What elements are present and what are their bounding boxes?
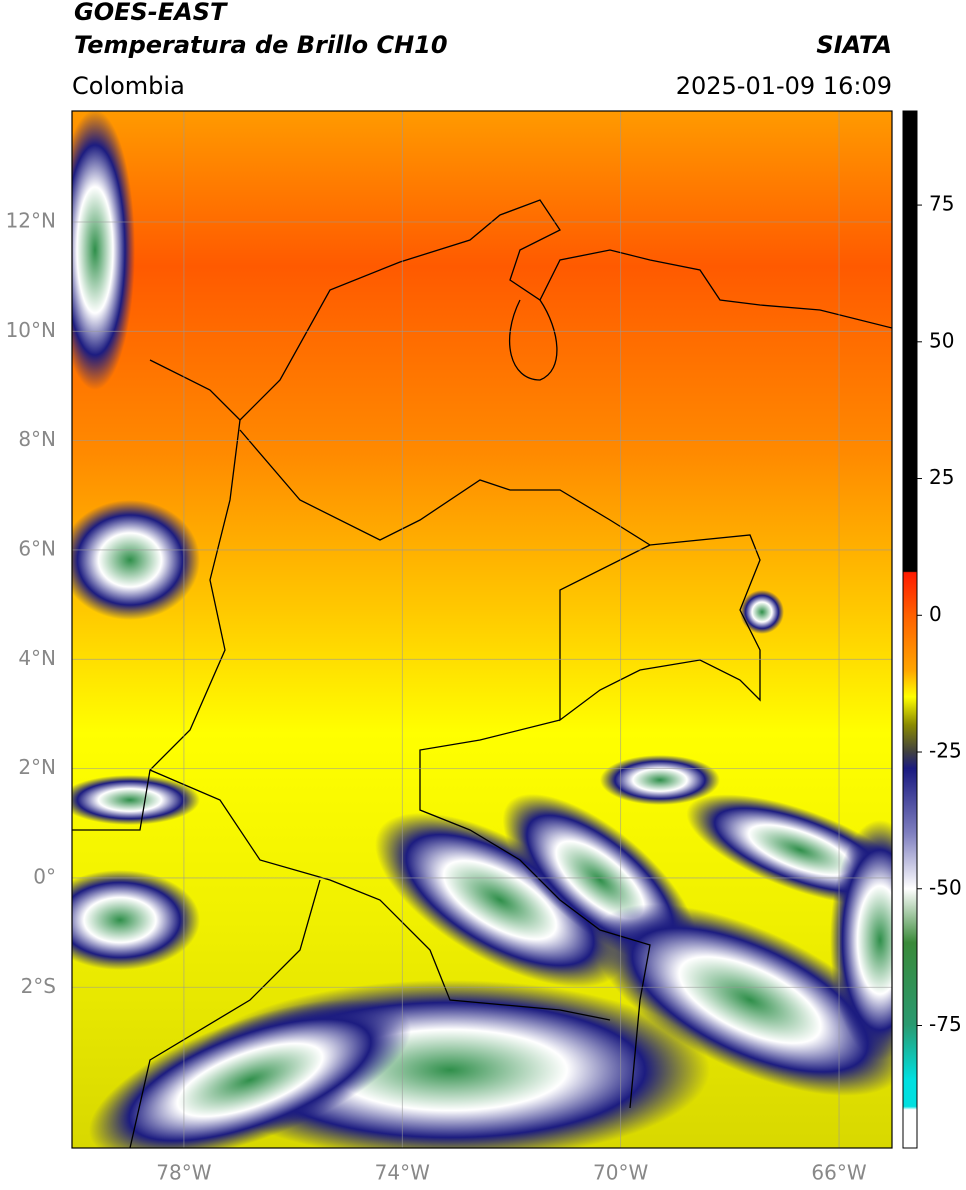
lat-tick-label: 2°N [18,755,56,779]
lat-tick-label: 10°N [6,318,56,342]
region: Colombia [72,72,185,100]
lat-tick-label: 6°N [18,536,56,560]
lat-tick-label: 8°N [18,427,56,451]
colorbar-tick-label: -50 [929,875,962,899]
subtitle: Temperatura de Brillo CH10 [74,31,448,59]
datetime: 2025-01-09 16:09 [676,72,892,100]
colorbar [902,110,918,1149]
colorbar-tick-label: -75 [929,1012,962,1036]
lat-tick-label: 4°N [18,646,56,670]
imagery [72,111,892,1148]
colorbar-tick-label: 50 [929,328,954,352]
lat-tick-label: 0° [33,864,56,888]
grid [72,111,892,1148]
agency: SIATA [816,31,892,59]
colorbar-tick-label: -25 [929,739,962,763]
map-frame [71,110,893,1149]
lon-tick-label: 66°W [811,1161,866,1185]
lon-tick-label: 78°W [156,1161,211,1185]
colorbar-tick-label: 0 [929,602,942,626]
lat-tick-label: 2°S [21,974,56,998]
colorbar-tick-label: 25 [929,465,954,489]
lon-tick-label: 74°W [375,1161,430,1185]
lon-tick-label: 70°W [593,1161,648,1185]
lat-tick-label: 12°N [6,208,56,232]
title: GOES-EAST [74,0,228,26]
colorbar-tick-label: 75 [929,192,954,216]
